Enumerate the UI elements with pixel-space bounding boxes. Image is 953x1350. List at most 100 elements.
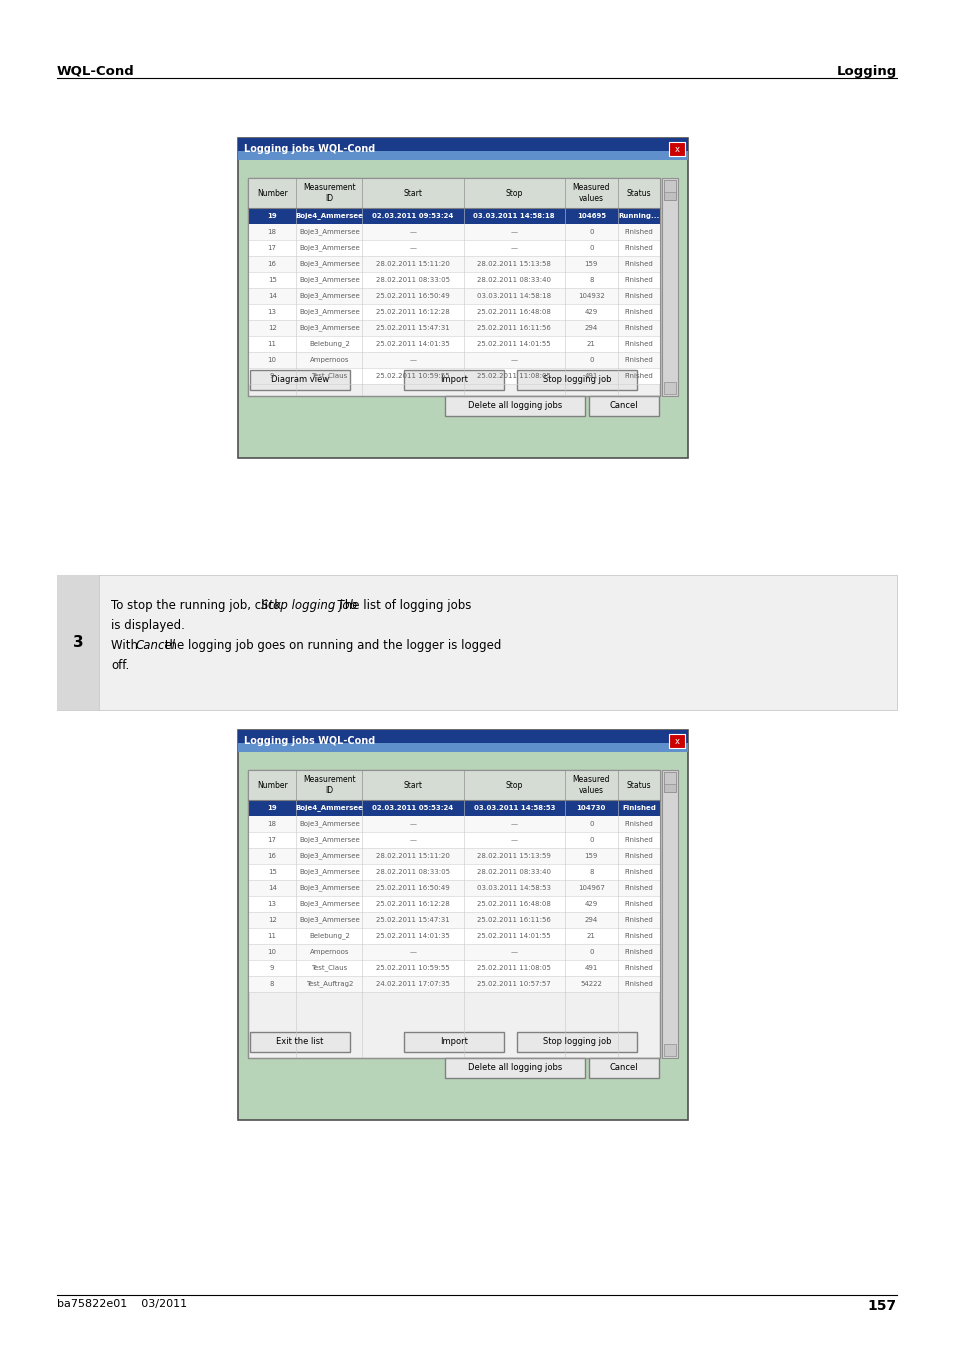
Text: 28.02.2011 15:11:20: 28.02.2011 15:11:20 <box>375 853 450 859</box>
Text: Finished: Finished <box>624 917 653 923</box>
Text: 0: 0 <box>588 230 593 235</box>
Bar <box>248 178 659 396</box>
Bar <box>248 271 659 288</box>
Text: Boje3_Ammersee: Boje3_Ammersee <box>298 309 359 316</box>
Bar <box>663 772 676 792</box>
Text: Start: Start <box>403 780 422 790</box>
Bar <box>517 1031 637 1052</box>
Text: Boje3_Ammersee: Boje3_Ammersee <box>298 228 359 235</box>
Text: 25.02.2011 15:47:31: 25.02.2011 15:47:31 <box>375 917 450 923</box>
Bar <box>248 815 659 832</box>
Text: 104932: 104932 <box>578 293 604 298</box>
Bar <box>444 1058 584 1079</box>
Text: —: — <box>409 356 416 363</box>
Text: 9: 9 <box>270 965 274 971</box>
Text: x: x <box>674 737 679 745</box>
Text: 11: 11 <box>268 342 276 347</box>
Text: Finished: Finished <box>624 373 653 379</box>
Text: 28.02.2011 08:33:40: 28.02.2011 08:33:40 <box>476 277 551 284</box>
Bar <box>248 848 659 864</box>
Text: Finished: Finished <box>624 933 653 940</box>
Text: Finished: Finished <box>624 965 653 971</box>
Text: —: — <box>510 230 517 235</box>
Bar <box>663 382 676 394</box>
Text: 491: 491 <box>584 373 598 379</box>
Text: 03.03.2011 14:58:53: 03.03.2011 14:58:53 <box>476 886 551 891</box>
Text: Stop: Stop <box>505 189 522 197</box>
Text: 17: 17 <box>268 837 276 842</box>
Text: Start: Start <box>403 189 422 197</box>
Bar <box>237 730 687 1120</box>
Text: Finished: Finished <box>624 869 653 875</box>
Text: Number: Number <box>256 780 287 790</box>
Text: Measurement
ID: Measurement ID <box>303 775 355 795</box>
Text: With: With <box>111 639 142 652</box>
Text: Exit the list: Exit the list <box>276 1038 323 1046</box>
Text: —: — <box>409 244 416 251</box>
Text: —: — <box>409 821 416 828</box>
Text: Boje4_Ammersee: Boje4_Ammersee <box>295 212 363 220</box>
Bar <box>248 769 659 801</box>
Text: —: — <box>409 230 416 235</box>
Text: Boje3_Ammersee: Boje3_Ammersee <box>298 884 359 891</box>
Bar <box>248 178 659 208</box>
Bar <box>588 1058 659 1079</box>
Bar <box>404 370 504 390</box>
Text: 0: 0 <box>588 821 593 828</box>
Text: 17: 17 <box>268 244 276 251</box>
Text: Boje3_Ammersee: Boje3_Ammersee <box>298 293 359 300</box>
Text: —: — <box>510 821 517 828</box>
Text: 21: 21 <box>586 342 595 347</box>
Text: 104730: 104730 <box>576 805 605 811</box>
Text: —: — <box>409 837 416 842</box>
Text: 159: 159 <box>584 261 598 267</box>
Text: Finished: Finished <box>624 821 653 828</box>
Bar <box>248 960 659 976</box>
Bar <box>663 772 676 784</box>
Text: Finished: Finished <box>624 325 653 331</box>
Text: Boje4_Ammersee: Boje4_Ammersee <box>295 805 363 811</box>
Text: Boje3_Ammersee: Boje3_Ammersee <box>298 244 359 251</box>
Text: 25.02.2011 14:01:35: 25.02.2011 14:01:35 <box>375 342 450 347</box>
Text: Cancel: Cancel <box>609 401 638 410</box>
Bar <box>248 896 659 913</box>
Text: 0: 0 <box>588 244 593 251</box>
Text: 159: 159 <box>584 853 598 859</box>
Bar <box>57 575 99 710</box>
Text: 02.03.2011 09:53:24: 02.03.2011 09:53:24 <box>372 213 454 219</box>
Text: 28.02.2011 15:13:59: 28.02.2011 15:13:59 <box>476 853 551 859</box>
Text: the logging job goes on running and the logger is logged: the logging job goes on running and the … <box>161 639 500 652</box>
Bar <box>444 396 584 416</box>
Text: Finished: Finished <box>624 837 653 842</box>
Text: 13: 13 <box>268 309 276 315</box>
Text: Finished: Finished <box>624 342 653 347</box>
Text: 13: 13 <box>268 900 276 907</box>
Text: 16: 16 <box>268 261 276 267</box>
Text: 12: 12 <box>268 917 276 923</box>
Text: 11: 11 <box>268 933 276 940</box>
Text: 429: 429 <box>584 900 598 907</box>
Text: 14: 14 <box>268 886 276 891</box>
Text: 28.02.2011 08:33:40: 28.02.2011 08:33:40 <box>476 869 551 875</box>
Text: Test_Claus: Test_Claus <box>311 373 347 379</box>
Text: Ampernoos: Ampernoos <box>310 949 349 954</box>
Text: Finished: Finished <box>624 230 653 235</box>
Text: 8: 8 <box>588 869 593 875</box>
Text: off.: off. <box>111 659 129 672</box>
Bar <box>248 913 659 927</box>
Bar <box>248 352 659 369</box>
Text: 8: 8 <box>588 277 593 284</box>
Text: 104695: 104695 <box>577 213 605 219</box>
Text: Finished: Finished <box>624 853 653 859</box>
Text: 16: 16 <box>268 853 276 859</box>
Text: Boje3_Ammersee: Boje3_Ammersee <box>298 277 359 284</box>
Text: 294: 294 <box>584 325 598 331</box>
Text: 28.02.2011 15:13:58: 28.02.2011 15:13:58 <box>476 261 551 267</box>
Bar <box>248 208 659 224</box>
Text: Status: Status <box>626 189 651 197</box>
Text: 294: 294 <box>584 917 598 923</box>
Bar <box>663 180 676 192</box>
Bar <box>404 1031 504 1052</box>
Text: 10: 10 <box>268 356 276 363</box>
Bar <box>248 927 659 944</box>
